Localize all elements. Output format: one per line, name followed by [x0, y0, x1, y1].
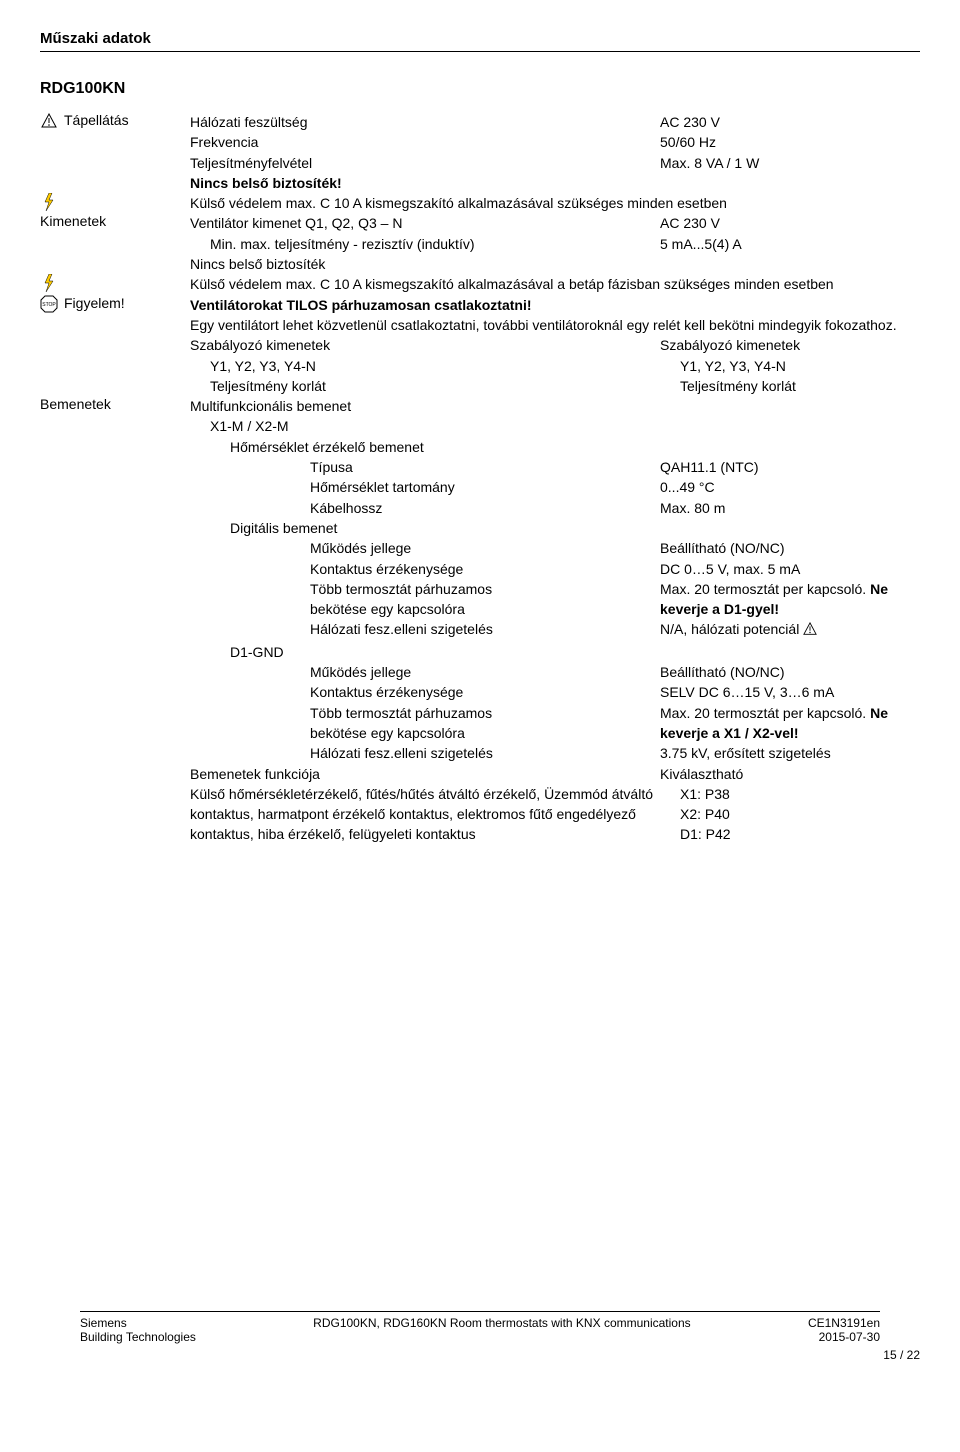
text: bekötése egy kapcsolóra	[310, 601, 465, 617]
value: QAH11.1 (NTC)	[660, 457, 920, 477]
text: Külső védelem max. C 10 A kismegszakító …	[190, 193, 920, 213]
value: 0...49 °C	[660, 477, 920, 497]
value: D1: P42	[660, 824, 920, 844]
text: Szabályozó kimenetek	[660, 335, 920, 355]
footer-center: RDG100KN, RDG160KN Room thermostats with…	[196, 1316, 808, 1344]
text: Bemenetek funkciója	[190, 764, 660, 784]
text: Külső hőmérsékletérzékelő, fűtés/hűtés á…	[190, 784, 660, 845]
section-title: Műszaki adatok	[40, 30, 920, 52]
label-tapellatas: Tápellátás	[64, 112, 129, 128]
text: Több termosztát párhuzamos	[310, 581, 492, 597]
footer-right2: 2015-07-30	[808, 1330, 880, 1344]
text: Y1, Y2, Y3, Y4-N	[190, 356, 660, 376]
stop-icon: STOP	[40, 295, 58, 313]
page-number: 15 / 22	[40, 1348, 920, 1362]
text: Y1, Y2, Y3, Y4-N	[660, 356, 920, 376]
value: Max. 80 m	[660, 498, 920, 518]
text: Szabályozó kimenetek	[190, 335, 660, 355]
footer-left1: Siemens	[80, 1316, 196, 1330]
text-bold: Nincs belső biztosíték!	[190, 173, 920, 193]
text: bekötése egy kapcsolóra	[310, 725, 465, 741]
text: Külső védelem max. C 10 A kismegszakító …	[190, 274, 920, 294]
label-bemenetek: Bemenetek	[40, 396, 111, 412]
value: AC 230 V	[660, 213, 920, 233]
footer: Siemens Building Technologies RDG100KN, …	[80, 1311, 880, 1344]
text: Frekvencia	[190, 132, 660, 152]
lightning-icon	[40, 274, 58, 292]
text: Működés jellege	[190, 662, 660, 682]
text: Típusa	[190, 457, 660, 477]
text: Kontaktus érzékenysége	[190, 559, 660, 579]
value: X2: P40	[660, 804, 920, 824]
value: DC 0…5 V, max. 5 mA	[660, 559, 920, 579]
caution-icon	[40, 112, 58, 130]
text: Multifunkcionális bemenet	[190, 396, 920, 416]
value: Max. 8 VA / 1 W	[660, 153, 920, 173]
caution-icon	[803, 623, 817, 639]
text: Teljesítményfelvétel	[190, 153, 660, 173]
text: Digitális bemenet	[190, 518, 920, 538]
text: Több termosztát párhuzamos	[310, 705, 492, 721]
product-code: RDG100KN	[40, 80, 920, 98]
text: Teljesítmény korlát	[660, 376, 920, 396]
text: Max. 20 termosztát per kapcsoló.	[660, 705, 870, 721]
text: D1-GND	[190, 642, 920, 662]
text: Kontaktus érzékenysége	[190, 682, 660, 702]
value: 3.75 kV, erősített szigetelés	[660, 743, 920, 763]
value: SELV DC 6…15 V, 3…6 mA	[660, 682, 920, 702]
text: Nincs belső biztosíték	[190, 254, 920, 274]
text: Max. 20 termosztát per kapcsoló.	[660, 581, 870, 597]
text: Hálózati fesz.elleni szigetelés	[190, 743, 660, 763]
text: Kábelhossz	[190, 498, 660, 518]
value: AC 230 V	[660, 112, 920, 132]
text: X1-M / X2-M	[190, 416, 920, 436]
text: Min. max. teljesítmény - rezisztív (indu…	[190, 234, 660, 254]
text: Működés jellege	[190, 538, 660, 558]
footer-left2: Building Technologies	[80, 1330, 196, 1344]
value: Beállítható (NO/NC)	[660, 662, 920, 682]
label-figyelem: Figyelem!	[64, 295, 125, 311]
text: Hőmérséklet tartomány	[190, 477, 660, 497]
text: Teljesítmény korlát	[190, 376, 660, 396]
value: N/A, hálózati potenciál	[660, 621, 803, 637]
value: X1: P38	[660, 784, 920, 804]
value: Kiválasztható	[660, 764, 920, 784]
svg-text:STOP: STOP	[42, 302, 56, 308]
value: 5 mA...5(4) A	[660, 234, 920, 254]
text: Hálózati fesz.elleni szigetelés	[190, 619, 660, 641]
footer-right1: CE1N3191en	[808, 1316, 880, 1330]
label-kimenetek: Kimenetek	[40, 213, 106, 229]
text: Hálózati feszültség	[190, 112, 660, 132]
text-bold: Ventilátorokat TILOS párhuzamosan csatla…	[190, 295, 920, 315]
text: Ventilátor kimenet Q1, Q2, Q3 – N	[190, 213, 660, 233]
lightning-icon	[40, 193, 58, 211]
value: 50/60 Hz	[660, 132, 920, 152]
text: Egy ventilátort lehet közvetlenül csatla…	[190, 315, 920, 335]
value: Beállítható (NO/NC)	[660, 538, 920, 558]
text: Hőmérséklet érzékelő bemenet	[190, 437, 920, 457]
